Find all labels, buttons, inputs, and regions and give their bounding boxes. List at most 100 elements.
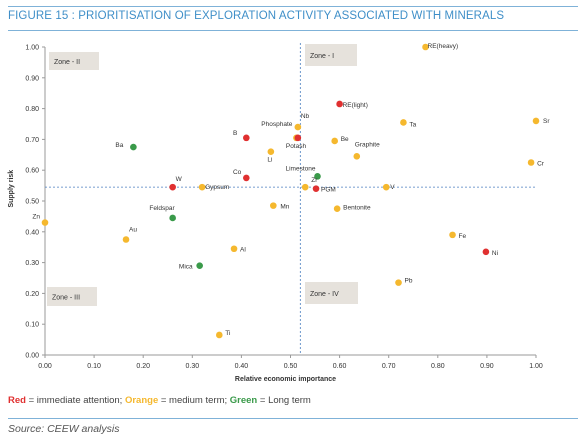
data-label: Gypsum	[205, 184, 229, 191]
data-label: Ti	[225, 330, 230, 337]
data-point-gypsum	[198, 183, 206, 191]
data-label: PGM	[321, 187, 336, 194]
color-legend: Red = immediate attention; Orange = medi…	[8, 395, 311, 406]
x-tick-label: 0.50	[284, 363, 298, 370]
data-point-ni	[482, 248, 490, 256]
zone-box	[47, 287, 97, 306]
data-label: Phosphate	[261, 121, 292, 128]
x-tick-label: 0.40	[235, 363, 249, 370]
data-label: Li	[267, 157, 272, 164]
y-tick-label: 0.40	[25, 229, 39, 236]
y-tick-label: 1.00	[25, 45, 39, 52]
data-point-re-light-	[336, 100, 343, 108]
data-label: RE(heavy)	[428, 43, 459, 50]
data-point-sr	[532, 117, 540, 125]
data-point-ta	[400, 119, 407, 126]
zone-label: Zone - II	[54, 59, 80, 66]
data-point-mn	[270, 202, 277, 209]
y-tick-label: 0.00	[25, 353, 39, 360]
x-tick-label: 0.00	[38, 363, 52, 370]
y-tick-label: 0.10	[25, 322, 39, 329]
y-tick-label: 0.20	[25, 291, 39, 298]
data-label: B	[233, 130, 237, 137]
y-tick-label: 0.60	[25, 168, 39, 175]
y-axis-label: Supply risk	[8, 170, 15, 208]
scatter-chart: 0.00 0.10 0.20 0.30 0.40 0.50 0.60 0.70 0.80 0.90…	[8, 43, 550, 383]
data-point-li	[267, 148, 275, 156]
data-label: Graphite	[355, 141, 380, 148]
data-point-b	[243, 134, 250, 142]
data-point-limestone	[314, 173, 321, 180]
data-point-be	[331, 137, 338, 145]
data-point-feldspar	[169, 214, 176, 222]
source-note: Source: CEEW analysis	[8, 423, 120, 435]
zone-label: Zone - I	[310, 53, 334, 60]
x-tick-label: 0.30	[185, 363, 199, 370]
data-label: RE(light)	[343, 102, 368, 109]
legend-green-text: = Long term	[257, 395, 311, 406]
data-point-graphite	[353, 153, 361, 160]
x-tick-label: 0.60	[333, 363, 347, 370]
data-point-al	[230, 245, 238, 253]
data-label: W	[176, 176, 183, 183]
data-point-ba	[130, 143, 137, 151]
data-label: Bentonite	[343, 205, 371, 212]
y-tick-label: 0.80	[25, 106, 39, 113]
data-label: Limestone	[286, 165, 316, 172]
data-label: Ba	[115, 142, 123, 149]
legend-green-word: Green	[229, 395, 258, 406]
data-label: Ta	[409, 121, 416, 128]
legend-red-word: Red	[8, 395, 26, 406]
x-tick-label: 0.80	[431, 363, 445, 370]
bottom-rule	[8, 418, 578, 419]
x-tick-label: 0.10	[87, 363, 101, 370]
data-point-ti	[216, 331, 223, 339]
data-point-re-heavy-	[422, 43, 429, 51]
figure-title: FIGURE 15 : PRIORITISATION OF EXPLORATIO…	[8, 10, 505, 22]
data-point-potash	[294, 134, 302, 142]
data-label: Zr	[311, 177, 318, 184]
data-label: Al	[240, 247, 246, 254]
data-point-zn	[41, 219, 49, 226]
y-tick-label: 0.50	[25, 199, 39, 206]
x-tick-label: 0.70	[382, 363, 396, 370]
x-tick-label: 0.20	[136, 363, 150, 370]
data-point-w	[169, 183, 176, 191]
data-label: V	[390, 184, 395, 191]
data-point-pgm	[312, 185, 320, 192]
data-point-cr	[527, 159, 535, 166]
data-label: Fe	[459, 233, 467, 240]
data-label: Au	[129, 227, 137, 234]
data-point-pb	[395, 279, 402, 286]
zone-box	[305, 282, 358, 304]
data-label: Potash	[286, 143, 307, 150]
zone-label: Zone - III	[52, 295, 80, 302]
data-label: Mn	[280, 204, 289, 211]
data-point-nb	[294, 123, 302, 131]
zone-label: Zone - IV	[310, 291, 339, 298]
legend-orange-text: = medium term;	[158, 395, 230, 406]
legend-orange-word: Orange	[124, 395, 159, 406]
data-label: Feldspar	[149, 205, 175, 212]
data-label: Be	[341, 136, 349, 143]
x-tick-label: 1.00	[529, 363, 543, 370]
data-point-bentonite	[333, 205, 341, 212]
y-tick-label: 0.30	[25, 260, 39, 267]
data-label: Cr	[537, 161, 545, 168]
data-label: Ni	[492, 250, 498, 257]
top-rule	[8, 6, 578, 7]
data-label: Zn	[32, 214, 40, 221]
data-label: Nb	[301, 113, 310, 120]
data-point-co	[243, 174, 250, 182]
legend-red-text: = immediate attention;	[25, 395, 125, 406]
data-label: Mica	[179, 264, 193, 271]
data-point-mica	[196, 262, 203, 269]
x-axis-label: Relative economic importance	[235, 376, 336, 383]
zone-box	[305, 44, 357, 66]
data-label: Pb	[405, 278, 413, 285]
y-tick-label: 0.70	[25, 137, 39, 144]
data-label: Co	[233, 169, 242, 176]
y-tick-label: 0.90	[25, 75, 39, 82]
x-tick-label: 0.90	[480, 363, 494, 370]
title-rule	[8, 30, 578, 31]
